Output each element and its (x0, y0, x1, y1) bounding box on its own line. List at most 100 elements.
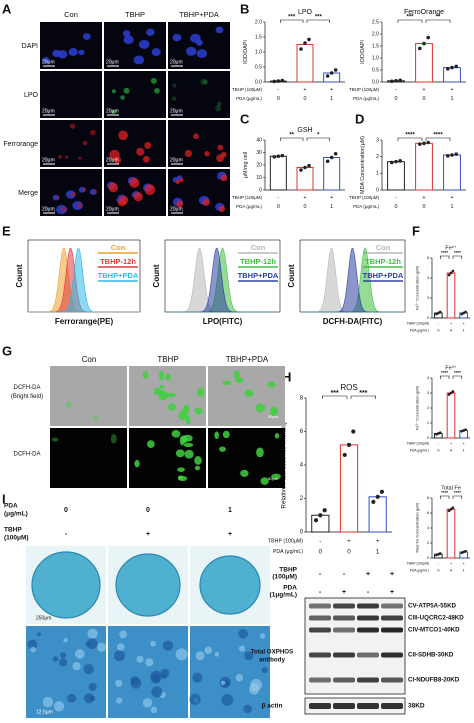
row-value: + (228, 531, 232, 538)
y-tick-label: 30 (256, 150, 262, 156)
nucleus (196, 49, 208, 58)
data-point (454, 152, 459, 156)
ferro-signal (76, 202, 83, 209)
significance-label: *** (315, 15, 323, 21)
x-row-value: 0 (423, 204, 426, 210)
row-label: TBHP (279, 567, 297, 574)
significance-bracket (280, 19, 304, 23)
significance-label: **** (441, 250, 448, 255)
ros-signal (165, 373, 171, 381)
y-axis-label: Fe²⁺ Concentration (μM) (415, 265, 420, 310)
histogram-curve (300, 248, 405, 313)
y-tick-label: 0 (259, 187, 262, 193)
row-value: 1 (228, 507, 232, 514)
y-axis-label: IOD/DAPI (243, 40, 249, 64)
data-point (446, 154, 450, 158)
lpo-signal (171, 96, 177, 101)
cell-stain (248, 684, 260, 695)
significance-bracket (440, 255, 450, 259)
ros-signal (166, 392, 177, 398)
cell-stain (67, 693, 77, 703)
column-label: TBHP+PDA (226, 355, 269, 364)
ros-signal (260, 477, 269, 485)
data-point (272, 155, 277, 159)
data-point (426, 35, 431, 40)
x-row-value: 0 (319, 548, 323, 555)
ros-signal (222, 380, 232, 386)
band-label: CIV-MTCO1-40KD (408, 627, 460, 634)
x-row-label: TBHP (100μM) (407, 442, 429, 446)
cell-stain (192, 672, 203, 683)
panel-letter: E (2, 223, 11, 238)
row-label: (1μg/mL) (270, 592, 297, 599)
lpo-signal (217, 101, 222, 106)
row-value: - (367, 589, 370, 596)
ros-signal (178, 410, 188, 421)
bar (446, 392, 456, 439)
data-point (398, 78, 403, 83)
significance-bracket (425, 137, 451, 141)
scale-label: 20μm (170, 108, 183, 114)
y-tick-label: 8 (427, 496, 429, 500)
data-point (329, 155, 334, 160)
blot-band (381, 703, 403, 709)
ferro-signal (82, 188, 87, 192)
ros-signal (240, 469, 249, 477)
blot-band (381, 652, 403, 658)
ros-signal (178, 475, 188, 481)
ros-signal (177, 467, 185, 472)
data-point (422, 41, 426, 46)
significance-label: *** (331, 390, 339, 397)
y-tick-label: 0 (427, 316, 429, 320)
blot-band (333, 677, 355, 683)
significance-label: *** (288, 15, 296, 21)
histogram-curve (165, 247, 280, 313)
cell-stain (150, 706, 158, 714)
significance-label: ** (289, 133, 294, 139)
cell-stain (204, 646, 213, 655)
bar (415, 142, 433, 191)
cell-stain (214, 652, 220, 657)
data-point (449, 391, 453, 395)
data-point (333, 68, 338, 72)
loading-label: β actin (262, 703, 283, 710)
cell-stain (151, 686, 163, 698)
ferro-signal (118, 130, 128, 141)
ros-signal (233, 370, 240, 380)
scale-label: 20μm (42, 108, 55, 114)
y-tick-label: 6 (427, 511, 429, 515)
legend-label: Con (251, 243, 266, 252)
lpo-signal (154, 88, 160, 94)
row-label: PDA (283, 585, 297, 592)
x-row-label: PDA (μg/mL) (353, 96, 379, 101)
data-point (449, 507, 453, 511)
ros-signal (168, 403, 177, 411)
cell-stain (160, 668, 170, 678)
x-row-value: 0 (395, 96, 398, 102)
legend-label: TBHP+PDA (363, 271, 404, 280)
blot-band (309, 703, 331, 709)
scale-label: 20μm (42, 206, 55, 212)
x-row-label: TBHP (100μM) (407, 562, 429, 566)
row-label: (100μM) (272, 574, 297, 581)
significance-label: **** (405, 133, 415, 139)
x-row-value: - (277, 87, 279, 93)
histogram-curve (28, 247, 140, 313)
row-label: TBHP (4, 527, 22, 534)
x-row-value: 0 (437, 328, 440, 333)
data-point (464, 549, 467, 553)
bar (443, 67, 461, 83)
cell-stain (243, 704, 252, 714)
blot-band (357, 703, 379, 709)
bar (269, 155, 287, 191)
bar (339, 444, 359, 533)
data-point (333, 151, 338, 156)
ros-signal (183, 442, 194, 448)
y-axis-label: Count (152, 264, 161, 287)
y-tick-label: 1.5 (255, 34, 262, 40)
cell-stain (88, 682, 97, 691)
ferro-signal (202, 198, 210, 207)
ros-signal (256, 447, 264, 458)
cell-stain (63, 637, 68, 643)
significance-label: **** (441, 370, 448, 375)
